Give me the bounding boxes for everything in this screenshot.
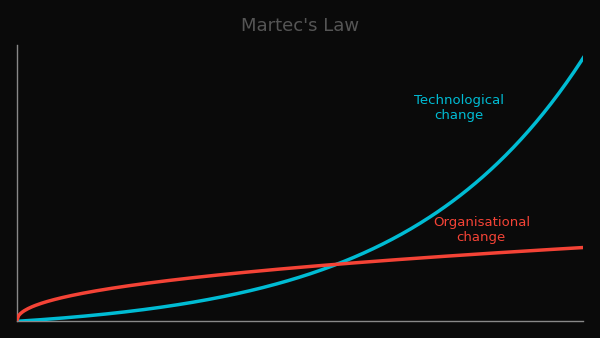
Text: Technological
change: Technological change xyxy=(413,94,503,122)
Title: Martec's Law: Martec's Law xyxy=(241,17,359,35)
Text: Organisational
change: Organisational change xyxy=(433,216,530,244)
